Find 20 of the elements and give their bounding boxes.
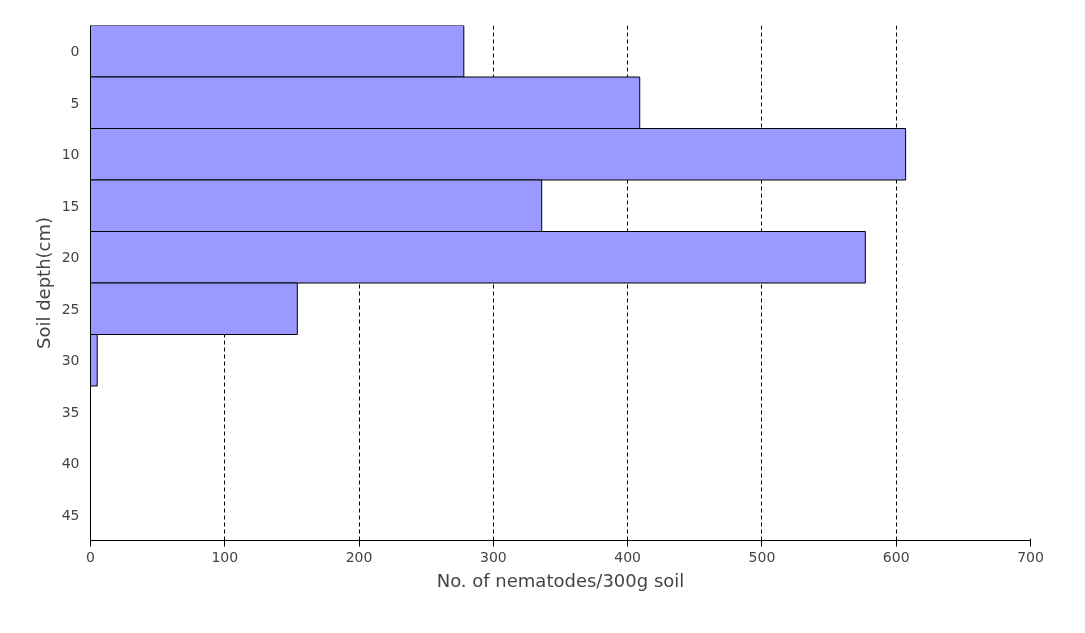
x-tick-label: 200	[345, 548, 373, 565]
x-tick-label: 100	[211, 548, 239, 565]
x-tick-label: 400	[614, 548, 642, 565]
y-tick-label: 0	[70, 43, 80, 60]
x-tick-label: 0	[86, 548, 95, 565]
y-tick-label: 5	[70, 94, 80, 111]
x-tick-label: 300	[480, 548, 507, 565]
x-tick-label: 600	[882, 548, 910, 565]
x-tick-label: 700	[1017, 548, 1044, 565]
y-tick-label: 25	[61, 300, 80, 317]
y-tick-label: 30	[61, 352, 80, 369]
y-tick-label: 40	[61, 455, 80, 472]
x-axis-title: No. of nematodes/300g soil	[436, 569, 685, 591]
y-tick-label: 15	[61, 197, 80, 214]
y-axis-title: Soil depth(cm)	[32, 216, 54, 350]
y-tick-label: 20	[61, 249, 80, 266]
y-tick-label: 10	[61, 146, 80, 163]
y-tick-label: 45	[61, 506, 80, 523]
y-tick-label: 35	[61, 403, 80, 420]
x-tick-label: 500	[748, 548, 776, 565]
